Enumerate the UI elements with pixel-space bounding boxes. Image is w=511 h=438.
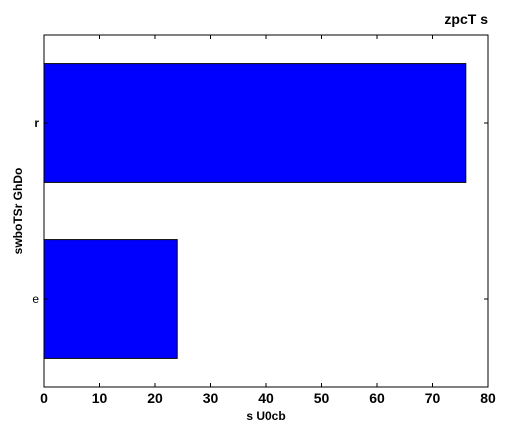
x-tick-label-20: 20: [147, 390, 163, 406]
x-tick-label-50: 50: [314, 390, 330, 406]
bars-layer: [43, 63, 467, 359]
x-tick-label-80: 80: [480, 390, 496, 406]
x-tick-label-30: 30: [203, 390, 219, 406]
x-tick-label-0: 0: [40, 390, 48, 406]
x-tick-label-60: 60: [369, 390, 385, 406]
x-tick-label-10: 10: [92, 390, 108, 406]
bar-r: [43, 63, 467, 183]
ticks-layer: e r 0 10 20 30 40 50 60 70 80: [32, 35, 496, 406]
y-axis-label: swboTSr GhDo: [11, 168, 25, 255]
bar-e: [43, 239, 178, 359]
x-tick-label-70: 70: [425, 390, 441, 406]
x-axis-label: s U0cb: [246, 409, 285, 423]
y-tick-label-r: r: [34, 116, 39, 130]
y-tick-label-e: e: [32, 292, 39, 306]
x-tick-label-40: 40: [258, 390, 274, 406]
chart-title: zpcT s: [444, 11, 488, 27]
